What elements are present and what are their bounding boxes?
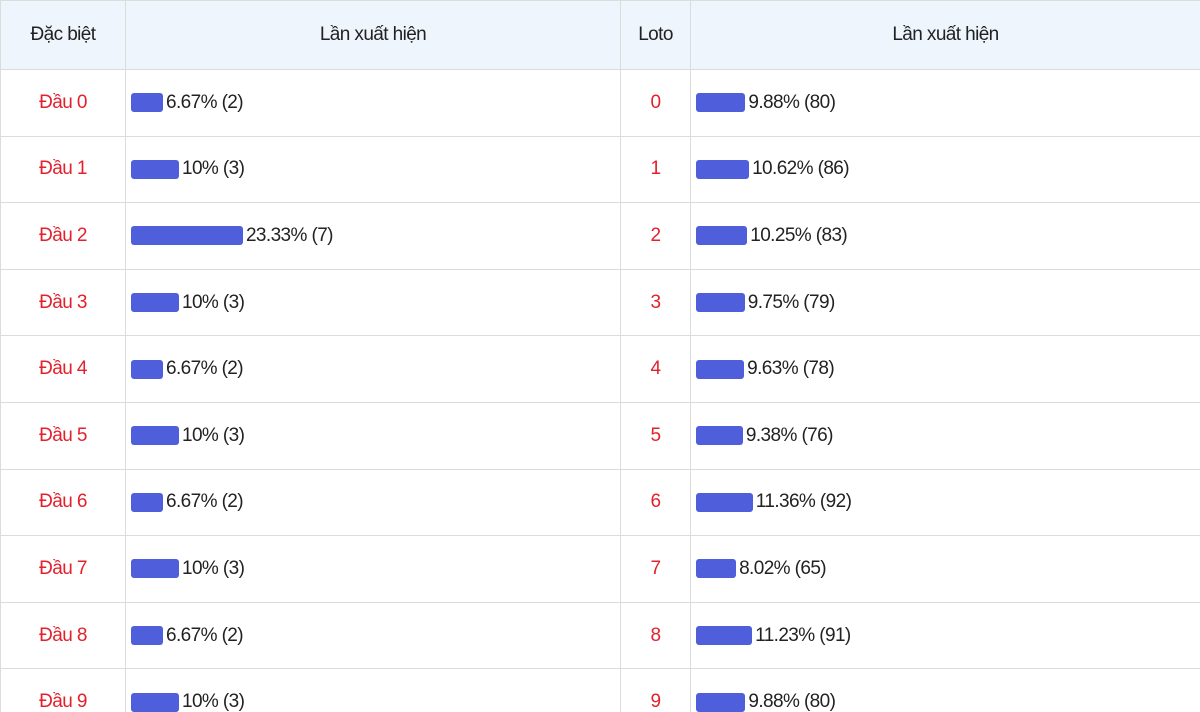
- row-label: 0: [620, 69, 691, 137]
- row-label: Đầu 2: [0, 202, 126, 270]
- value-label: 6.67% (2): [166, 624, 244, 646]
- value-cell: 10% (3): [125, 668, 621, 712]
- value-label: 23.33% (7): [245, 224, 334, 246]
- value-cell: 9.88% (80): [690, 69, 1200, 137]
- row-label: Đầu 7: [0, 535, 126, 603]
- value-label: 10.25% (83): [750, 224, 848, 246]
- value-cell: 23.33% (7): [125, 202, 621, 270]
- value-cell: 10% (3): [125, 268, 621, 337]
- row: Đầu 8 6.67% (2) 8 11.23% (91): [0, 601, 1200, 670]
- row-label: 6: [620, 468, 691, 537]
- header-row: Đặc biệt Lần xuất hiện Loto Lần xuất hiệ…: [0, 0, 1200, 70]
- value-label: 11.23% (91): [755, 624, 851, 646]
- row-label: 1: [620, 135, 691, 204]
- row-label: Đầu 3: [0, 268, 126, 337]
- value-cell: 6.67% (2): [125, 69, 621, 137]
- row: Đầu 1 10% (3) 1 10.62% (86): [0, 135, 1200, 204]
- value-label: 9.63% (78): [747, 358, 835, 380]
- row-label: 2: [620, 202, 691, 270]
- row-label: Đầu 9: [0, 668, 126, 712]
- value-label: 10% (3): [182, 291, 245, 313]
- row-label: Đầu 5: [0, 401, 126, 470]
- row-label: 7: [620, 535, 691, 603]
- header-cell: Lần xuất hiện: [690, 0, 1200, 70]
- value-label: 11.36% (92): [755, 491, 852, 513]
- bar: [696, 626, 753, 646]
- row-label: 4: [620, 335, 691, 403]
- value-label: 6.67% (2): [166, 491, 244, 513]
- value-label: 10.62% (86): [752, 158, 850, 180]
- table-body: Đầu 0 6.67% (2) 0 9.88% (80) Đầu 1 10% (3) 1 10…: [0, 69, 1200, 712]
- value-cell: 8.02% (65): [690, 535, 1200, 603]
- value-cell: 9.38% (76): [690, 401, 1200, 470]
- row-label: Đầu 6: [0, 468, 126, 537]
- bar: [131, 226, 243, 246]
- value-cell: 11.36% (92): [690, 468, 1200, 537]
- row: Đầu 0 6.67% (2) 0 9.88% (80): [0, 69, 1200, 137]
- value-label: 6.67% (2): [166, 91, 244, 113]
- row-label: 5: [620, 401, 691, 470]
- value-cell: 10.62% (86): [690, 135, 1200, 204]
- bar: [131, 293, 179, 313]
- row: Đầu 3 10% (3) 3 9.75% (79): [0, 268, 1200, 337]
- value-cell: 10.25% (83): [690, 202, 1200, 270]
- bar: [131, 692, 179, 712]
- bar: [696, 293, 745, 313]
- value-label: 10% (3): [182, 557, 245, 579]
- value-label: 9.88% (80): [748, 691, 836, 712]
- row-label: 8: [620, 601, 691, 670]
- value-cell: 6.67% (2): [125, 601, 621, 670]
- row: Đầu 9 10% (3) 9 9.88% (80): [0, 668, 1200, 712]
- row: Đầu 4 6.67% (2) 4 9.63% (78): [0, 335, 1200, 403]
- table-head: Đặc biệt Lần xuất hiện Loto Lần xuất hiệ…: [0, 0, 1200, 70]
- row: Đầu 6 6.67% (2) 6 11.36% (92): [0, 468, 1200, 537]
- header-cell: Đặc biệt: [0, 0, 126, 70]
- value-label: 10% (3): [182, 158, 245, 180]
- value-label: 9.75% (79): [747, 291, 836, 313]
- bar: [131, 359, 164, 379]
- bar: [696, 359, 745, 379]
- bar: [131, 559, 179, 579]
- row-label: Đầu 1: [0, 135, 126, 204]
- row-label: 9: [620, 668, 691, 712]
- bar: [696, 559, 737, 579]
- value-cell: 6.67% (2): [125, 468, 621, 537]
- bar: [696, 692, 746, 712]
- bar: [131, 492, 164, 512]
- value-label: 9.38% (76): [745, 424, 834, 446]
- row-label: Đầu 8: [0, 601, 126, 670]
- bar: [131, 159, 179, 179]
- row-label: Đầu 0: [0, 69, 126, 137]
- value-label: 6.67% (2): [166, 358, 244, 380]
- bar: [696, 492, 753, 512]
- row-label: Đầu 4: [0, 335, 126, 403]
- bar: [131, 626, 164, 646]
- value-cell: 9.75% (79): [690, 268, 1200, 337]
- value-cell: 11.23% (91): [690, 601, 1200, 670]
- header-cell: Lần xuất hiện: [125, 0, 621, 70]
- value-cell: 10% (3): [125, 535, 621, 603]
- bar: [696, 93, 746, 113]
- bar: [696, 226, 748, 246]
- row: Đầu 7 10% (3) 7 8.02% (65): [0, 535, 1200, 603]
- value-cell: 9.63% (78): [690, 335, 1200, 403]
- row: Đầu 2 23.33% (7) 2 10.25% (83): [0, 202, 1200, 270]
- value-label: 8.02% (65): [739, 557, 827, 579]
- bar: [696, 159, 750, 179]
- value-label: 9.88% (80): [748, 91, 836, 113]
- bar: [131, 93, 164, 113]
- header-cell: Loto: [620, 0, 691, 70]
- value-cell: 6.67% (2): [125, 335, 621, 403]
- row-label: 3: [620, 268, 691, 337]
- value-cell: 10% (3): [125, 135, 621, 204]
- value-cell: 9.88% (80): [690, 668, 1200, 712]
- value-label: 10% (3): [182, 691, 245, 712]
- value-cell: 10% (3): [125, 401, 621, 470]
- row: Đầu 5 10% (3) 5 9.38% (76): [0, 401, 1200, 470]
- value-label: 10% (3): [182, 424, 245, 446]
- bar: [696, 426, 743, 446]
- bar: [131, 426, 179, 446]
